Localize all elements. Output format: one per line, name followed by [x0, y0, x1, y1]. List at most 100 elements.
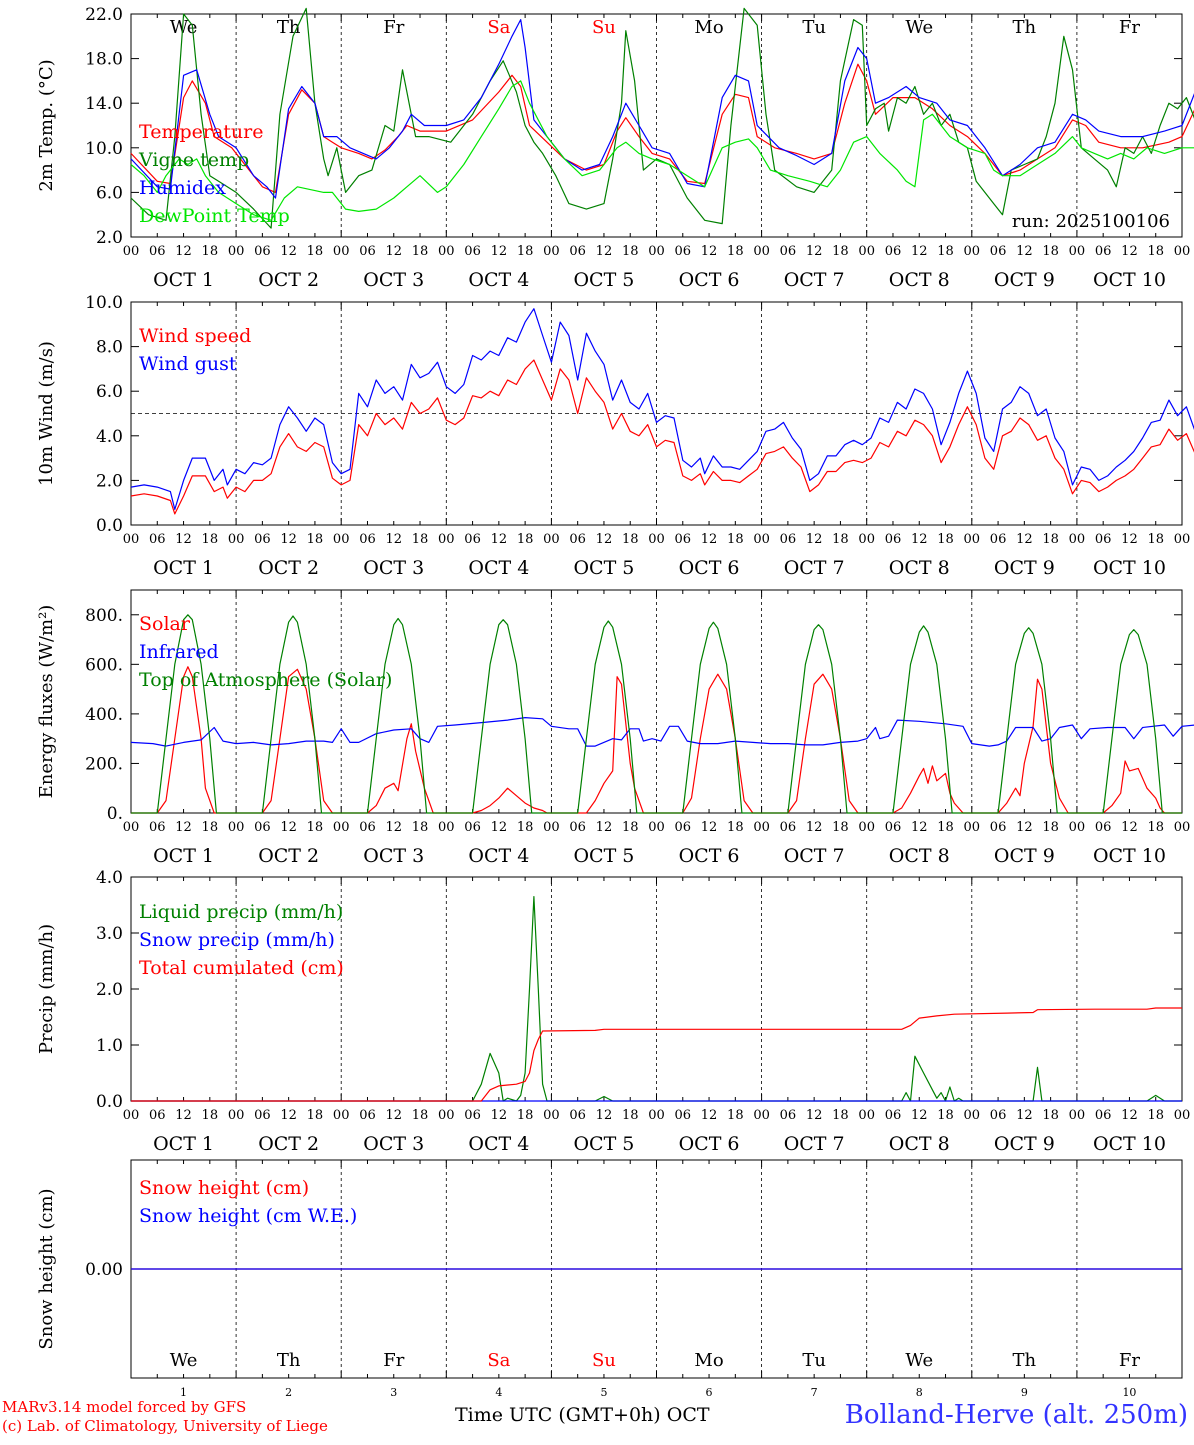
- hour-label: 18: [202, 532, 219, 547]
- hour-label: 06: [675, 244, 692, 259]
- hour-label: 18: [412, 820, 429, 835]
- hour-label: 06: [675, 532, 692, 547]
- hour-label: 06: [359, 820, 376, 835]
- hour-label: 00: [333, 244, 350, 259]
- hour-label: 12: [385, 532, 402, 547]
- y-axis-title: 10m Wind (m/s): [36, 341, 57, 486]
- hour-label: 18: [1147, 532, 1164, 547]
- hour-label: 18: [517, 1108, 534, 1123]
- hour-label: 06: [149, 1108, 166, 1123]
- time-axis-label: Time UTC (GMT+0h) OCT: [455, 1404, 710, 1426]
- hour-label: 00: [123, 1108, 140, 1123]
- hour-label: 00: [333, 532, 350, 547]
- hour-label: 06: [569, 820, 586, 835]
- series-line: [130, 717, 1194, 747]
- weekday-label: We: [170, 1350, 198, 1371]
- hour-label: 18: [937, 820, 954, 835]
- series-line: [130, 308, 1194, 510]
- hour-label: 06: [675, 820, 692, 835]
- hour-label: 12: [491, 820, 508, 835]
- date-label: OCT 3: [363, 845, 424, 867]
- weekday-label: Th: [1013, 17, 1037, 38]
- date-label: OCT 4: [468, 269, 529, 291]
- date-label: OCT 6: [679, 845, 740, 867]
- hour-label: 00: [333, 820, 350, 835]
- legend-entry: Temperature: [139, 121, 263, 143]
- legend-entry: DewPoint Temp: [139, 205, 290, 227]
- date-label: OCT 1: [153, 845, 214, 867]
- hour-label: 06: [359, 244, 376, 259]
- hour-label: 00: [543, 820, 560, 835]
- y-tick-label: 0.00: [85, 1260, 123, 1280]
- hour-label: 12: [806, 244, 823, 259]
- legend-entry: Snow precip (mm/h): [139, 929, 335, 951]
- hour-label: 06: [780, 1108, 797, 1123]
- series-line: [131, 1007, 1182, 1102]
- date-label: OCT 1: [153, 1133, 214, 1155]
- hour-label: 12: [701, 532, 718, 547]
- hour-label: 18: [622, 532, 639, 547]
- hour-label: 12: [911, 820, 928, 835]
- legend-entry: Infrared: [139, 641, 219, 663]
- hour-label: 00: [438, 532, 455, 547]
- hour-label: 12: [701, 820, 718, 835]
- weekday-label: Su: [592, 17, 616, 38]
- hour-label: 06: [149, 532, 166, 547]
- hour-label: 00: [1174, 1108, 1191, 1123]
- hour-label: 00: [438, 1108, 455, 1123]
- hour-label: 00: [648, 244, 665, 259]
- date-label: OCT 1: [153, 269, 214, 291]
- hour-label: 12: [596, 532, 613, 547]
- hour-label: 18: [412, 1108, 429, 1123]
- hour-label: 12: [911, 532, 928, 547]
- hour-label: 18: [937, 532, 954, 547]
- hour-label: 00: [648, 532, 665, 547]
- date-label: OCT 4: [468, 557, 529, 579]
- hour-label: 00: [1069, 1108, 1086, 1123]
- y-tick-label: 3.0: [96, 924, 123, 944]
- hour-label: 12: [1016, 244, 1033, 259]
- hour-label: 12: [701, 1108, 718, 1123]
- hour-label: 12: [596, 244, 613, 259]
- hour-label: 00: [333, 1108, 350, 1123]
- hour-label: 06: [464, 820, 481, 835]
- hour-label: 06: [569, 532, 586, 547]
- hour-label: 12: [175, 1108, 192, 1123]
- hour-label: 00: [123, 532, 140, 547]
- hour-label: 18: [412, 244, 429, 259]
- y-tick-label: 6.0: [96, 382, 123, 402]
- run-label: run: 2025100106: [1012, 211, 1170, 232]
- date-label: OCT 3: [363, 269, 424, 291]
- hour-label: 12: [491, 1108, 508, 1123]
- series-line: [131, 614, 1182, 814]
- hour-label: 18: [1042, 820, 1059, 835]
- weekday-label: Sa: [487, 17, 510, 38]
- weekday-label: We: [905, 1350, 933, 1371]
- legend-entry: Humidex: [139, 177, 226, 199]
- hour-label: 12: [1016, 1108, 1033, 1123]
- y-axis-title: 2m Temp. (°C): [36, 59, 57, 191]
- hour-label: 12: [280, 532, 297, 547]
- hour-label: 06: [149, 820, 166, 835]
- hour-label: 18: [832, 1108, 849, 1123]
- date-label: OCT 5: [573, 557, 634, 579]
- legend-entry: Wind speed: [139, 325, 251, 347]
- date-label: OCT 8: [889, 269, 950, 291]
- y-tick-label: 4.0: [96, 427, 123, 447]
- hour-label: 12: [280, 820, 297, 835]
- hour-label: 06: [1095, 820, 1112, 835]
- weekday-label: Th: [277, 1350, 301, 1371]
- date-label: OCT 10: [1093, 1133, 1166, 1155]
- y-tick-label: 800.: [85, 606, 123, 626]
- y-tick-label: 600.: [85, 655, 123, 675]
- hour-label: 06: [885, 532, 902, 547]
- hour-label: 00: [543, 1108, 560, 1123]
- hour-label: 18: [727, 532, 744, 547]
- date-label: OCT 4: [468, 845, 529, 867]
- date-label: OCT 3: [363, 557, 424, 579]
- hour-label: 18: [727, 1108, 744, 1123]
- weekday-label: Tu: [802, 17, 826, 38]
- hour-label: 00: [228, 1108, 245, 1123]
